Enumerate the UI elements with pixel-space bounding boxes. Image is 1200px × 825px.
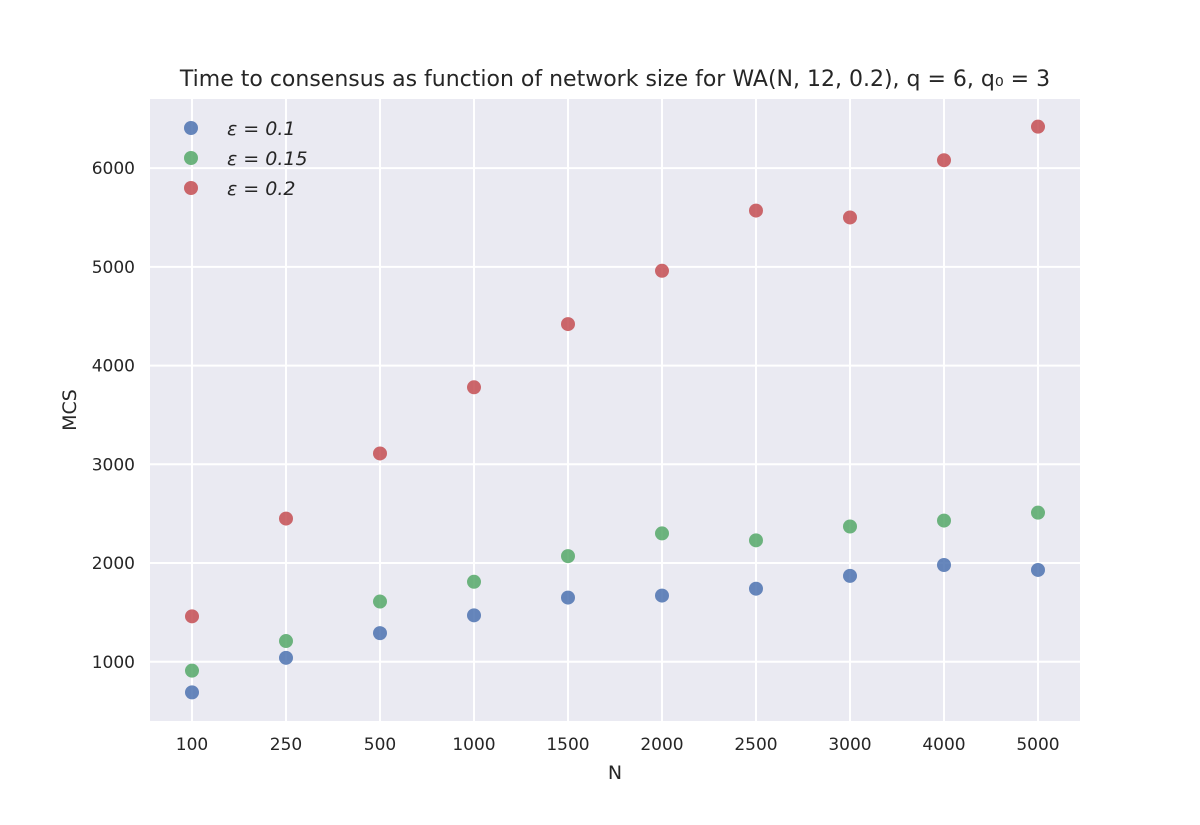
- data-point: [843, 519, 857, 534]
- data-point: [467, 380, 481, 395]
- y-axis-label: MCS: [59, 389, 81, 431]
- x-tick-label: 5000: [1016, 735, 1059, 755]
- y-tick-label: 2000: [92, 554, 135, 574]
- legend-marker: [184, 151, 198, 165]
- legend-label: ε = 0.1: [227, 118, 296, 140]
- data-point: [937, 558, 951, 573]
- x-tick-labels: 100 250 500 1000 1500 2000 2500 3000 4000 5000: [176, 735, 1060, 755]
- data-point: [185, 663, 199, 678]
- y-tick-label: 6000: [92, 159, 135, 179]
- data-point: [937, 513, 951, 528]
- legend-label: ε = 0.2: [227, 178, 296, 200]
- data-point: [1031, 562, 1045, 577]
- x-tick-label: 2000: [640, 735, 683, 755]
- data-point: [467, 574, 481, 589]
- x-tick-label: 250: [270, 735, 302, 755]
- data-point: [373, 594, 387, 609]
- data-point: [749, 533, 763, 548]
- data-point: [279, 634, 293, 649]
- data-point: [373, 626, 387, 641]
- x-tick-label: 500: [364, 735, 396, 755]
- x-tick-label: 4000: [922, 735, 965, 755]
- data-point: [655, 588, 669, 603]
- data-point: [1031, 505, 1045, 520]
- data-point: [1031, 119, 1045, 134]
- x-tick-label: 3000: [828, 735, 871, 755]
- data-point: [279, 511, 293, 526]
- x-tick-label: 1500: [546, 735, 589, 755]
- x-tick-label: 1000: [452, 735, 495, 755]
- y-tick-label: 4000: [92, 357, 135, 377]
- legend: ε = 0.1 ε = 0.15 ε = 0.2: [184, 118, 308, 200]
- legend-marker: [184, 121, 198, 135]
- legend-label: ε = 0.15: [227, 148, 308, 170]
- data-point: [749, 581, 763, 596]
- grid-lines: [150, 99, 1080, 721]
- data-point: [467, 608, 481, 623]
- x-tick-label: 2500: [734, 735, 777, 755]
- data-point: [561, 317, 575, 332]
- data-point: [749, 203, 763, 218]
- data-point: [561, 590, 575, 605]
- data-point: [279, 650, 293, 665]
- data-point: [655, 526, 669, 541]
- data-point: [185, 609, 199, 624]
- y-tick-label: 5000: [92, 258, 135, 278]
- data-point: [185, 685, 199, 700]
- chart-title: Time to consensus as function of network…: [179, 67, 1050, 92]
- data-point: [937, 153, 951, 168]
- data-points: [185, 119, 1045, 700]
- legend-marker: [184, 181, 198, 195]
- data-point: [655, 263, 669, 278]
- plot-area: [150, 99, 1080, 721]
- x-tick-label: 100: [176, 735, 208, 755]
- x-axis-label: N: [608, 762, 622, 784]
- y-tick-label: 1000: [92, 653, 135, 673]
- y-tick-label: 3000: [92, 455, 135, 475]
- y-tick-labels: 1000 2000 3000 4000 5000 6000: [92, 159, 135, 673]
- data-point: [373, 446, 387, 461]
- data-point: [843, 210, 857, 225]
- data-point: [843, 568, 857, 583]
- data-point: [561, 549, 575, 564]
